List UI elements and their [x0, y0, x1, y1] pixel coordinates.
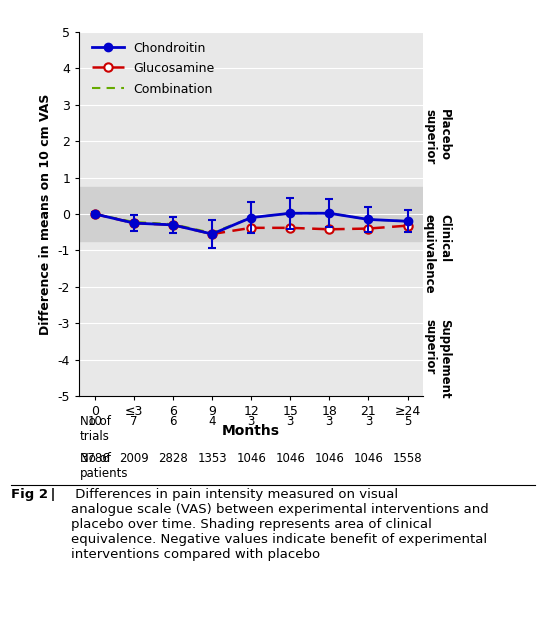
Text: 1046: 1046 — [314, 452, 345, 465]
Text: 3786: 3786 — [80, 452, 110, 465]
Text: Differences in pain intensity measured on visual
analogue scale (VAS) between ex: Differences in pain intensity measured o… — [71, 488, 489, 561]
Text: Placebo
superior: Placebo superior — [423, 109, 451, 165]
Text: Clinical
equivalence: Clinical equivalence — [423, 214, 451, 294]
Text: 4: 4 — [209, 415, 216, 429]
Text: 3: 3 — [287, 415, 294, 429]
Text: 10: 10 — [87, 415, 102, 429]
Text: 3: 3 — [325, 415, 333, 429]
Text: 3: 3 — [247, 415, 255, 429]
Text: 2009: 2009 — [119, 452, 149, 465]
Bar — [79, 186, 423, 242]
Text: 1046: 1046 — [353, 452, 383, 465]
Text: 1046: 1046 — [275, 452, 305, 465]
Text: 1558: 1558 — [393, 452, 422, 465]
Text: 1353: 1353 — [197, 452, 227, 465]
Text: Fig 2 |: Fig 2 | — [11, 488, 56, 501]
Y-axis label: Difference in means on 10 cm VAS: Difference in means on 10 cm VAS — [39, 93, 52, 335]
Text: 2828: 2828 — [158, 452, 188, 465]
Text: 6: 6 — [169, 415, 177, 429]
Text: Supplement
superior: Supplement superior — [423, 319, 451, 398]
Text: No of
patients: No of patients — [80, 452, 128, 480]
Text: No of
trials: No of trials — [80, 415, 111, 443]
X-axis label: Months: Months — [222, 424, 280, 438]
Text: 7: 7 — [130, 415, 138, 429]
Text: 5: 5 — [404, 415, 411, 429]
Legend: Chondroitin, Glucosamine, Combination: Chondroitin, Glucosamine, Combination — [92, 42, 215, 96]
Text: 1046: 1046 — [236, 452, 266, 465]
Text: 3: 3 — [365, 415, 372, 429]
